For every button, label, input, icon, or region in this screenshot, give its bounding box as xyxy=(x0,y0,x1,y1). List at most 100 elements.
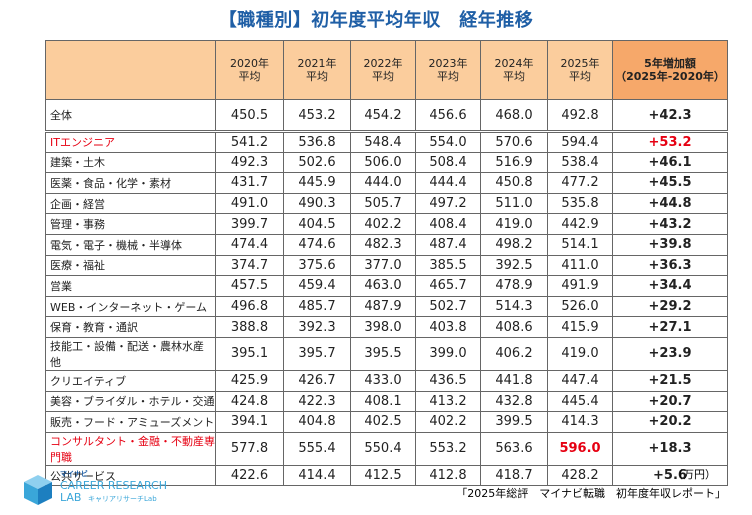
cell: 399.5 xyxy=(480,411,548,433)
cell: 447.4 xyxy=(547,369,613,392)
cell: 596.0 xyxy=(547,431,613,466)
corner xyxy=(45,40,216,100)
table-body: 全体 450.5 453.2 454.2 456.6 468.0 492.8 +42.3 ITエ… xyxy=(45,99,728,487)
row-label: 販売・フード・アミューズメント xyxy=(45,411,216,433)
cell: 445.4 xyxy=(547,390,613,413)
table-row: コンサルタント・金融・不動産専門職 577.8 555.4 550.4 553.2 563… xyxy=(45,431,728,466)
cell: 408.6 xyxy=(480,316,548,338)
logo-line2: LAB xyxy=(60,491,81,504)
logo-brand: マイナビ xyxy=(60,469,88,478)
cell: 425.9 xyxy=(215,369,284,392)
cell: 428.2 xyxy=(547,464,613,487)
row-label: 美容・ブライダル・ホテル・交通 xyxy=(45,390,216,413)
column-header-line: 平均 xyxy=(503,70,525,83)
cell: 441.8 xyxy=(480,369,548,392)
row-label: WEB・インターネット・ゲーム xyxy=(45,295,216,318)
cell: 502.7 xyxy=(415,295,481,318)
cell: 496.8 xyxy=(215,295,284,318)
salary-table: 2020年 平均 2021年 平均 2022年 平均 2023年 平均 2024年 平均 2025年… xyxy=(45,40,728,487)
table-row: 建築・土木 492.3 502.6 506.0 508.4 516.9 538.4 +46.1 xyxy=(45,151,728,174)
cell: 454.2 xyxy=(350,99,416,133)
cell: 453.2 xyxy=(283,99,351,133)
table-row: クリエイティブ 425.9 426.7 433.0 436.5 441.8 447.4 +21… xyxy=(45,369,728,392)
logo-line1: CAREER RESEARCH xyxy=(60,479,167,492)
cell: 477.2 xyxy=(547,172,613,194)
cell: 402.5 xyxy=(350,411,416,433)
cell: 418.7 xyxy=(480,464,548,487)
column-header: 5年増加額 （2025年-2020年） xyxy=(612,40,728,100)
table-row: 医薬・食品・化学・素材 431.7 445.9 444.0 444.4 450.8 477.… xyxy=(45,172,728,194)
cell: 406.2 xyxy=(480,336,548,371)
cell: 491.9 xyxy=(547,275,613,297)
cell: 487.9 xyxy=(350,295,416,318)
cell: 442.9 xyxy=(547,213,613,235)
cell: 487.4 xyxy=(415,233,481,256)
cell: 413.2 xyxy=(415,390,481,413)
cell: 548.4 xyxy=(350,131,416,153)
cell: 563.6 xyxy=(480,431,548,466)
column-header: 2025年 平均 xyxy=(547,40,613,100)
row-label: 営業 xyxy=(45,275,216,297)
cell: 505.7 xyxy=(350,192,416,215)
cell: +44.8 xyxy=(612,192,728,215)
column-header-line: 平均 xyxy=(569,70,591,83)
logo-sub: キャリアリサーチLab xyxy=(88,495,157,503)
cell: 399.7 xyxy=(215,213,284,235)
cell: +20.2 xyxy=(612,411,728,433)
column-header-line: 平均 xyxy=(238,70,261,83)
cell: 432.8 xyxy=(480,390,548,413)
cell: 555.4 xyxy=(283,431,351,466)
cell: 457.5 xyxy=(215,275,284,297)
table-row: 営業 457.5 459.4 463.0 465.7 478.9 491.9 +34.4 xyxy=(45,275,728,297)
table-row: 管理・事務 399.7 404.5 402.2 408.4 419.0 442.9 +43.2 xyxy=(45,213,728,235)
cell: 526.0 xyxy=(547,295,613,318)
cell: 516.9 xyxy=(480,151,548,174)
table-row: ITエンジニア 541.2 536.8 548.4 554.0 570.6 594.4 +53… xyxy=(45,131,728,153)
cell: 577.8 xyxy=(215,431,284,466)
cell: 553.2 xyxy=(415,431,481,466)
cell: 444.4 xyxy=(415,172,481,194)
cell: 490.3 xyxy=(283,192,351,215)
cell: 459.4 xyxy=(283,275,351,297)
cell: 485.7 xyxy=(283,295,351,318)
cell: 478.9 xyxy=(480,275,548,297)
cell: 492.3 xyxy=(215,151,284,174)
cell: 375.6 xyxy=(283,254,351,277)
cell: 508.4 xyxy=(415,151,481,174)
column-header-line: 2020年 xyxy=(230,57,269,70)
table-row: 全体 450.5 453.2 454.2 456.6 468.0 492.8 +42.3 xyxy=(45,99,728,133)
cell: +42.3 xyxy=(612,99,728,133)
table-row: 電気・電子・機械・半導体 474.4 474.6 482.3 487.4 498.2 514… xyxy=(45,233,728,256)
row-label: 医薬・食品・化学・素材 xyxy=(45,172,216,194)
cube-icon xyxy=(24,475,52,505)
cell: +18.3 xyxy=(612,431,728,466)
column-header-line: 2023年 xyxy=(428,57,468,70)
table-row: WEB・インターネット・ゲーム 496.8 485.7 487.9 502.7 514.3… xyxy=(45,295,728,318)
row-label: 公共サービス xyxy=(45,464,216,487)
cell: 538.4 xyxy=(547,151,613,174)
cell: 411.0 xyxy=(547,254,613,277)
cell: 445.9 xyxy=(283,172,351,194)
cell: 398.0 xyxy=(350,316,416,338)
cell: 536.8 xyxy=(283,131,351,153)
cell: 482.3 xyxy=(350,233,416,256)
cell: 450.5 xyxy=(215,99,284,133)
cell: 377.0 xyxy=(350,254,416,277)
source-note: 「2025年総評 マイナビ転職 初年度年収レポート」 xyxy=(456,487,726,500)
row-label: 建築・土木 xyxy=(45,151,216,174)
cell: 465.7 xyxy=(415,275,481,297)
table-row: 公共サービス 422.6 414.4 412.5 412.8 418.7 428.2 +5.6 xyxy=(45,464,728,487)
cell: +27.1 xyxy=(612,316,728,338)
cell: +39.8 xyxy=(612,233,728,256)
cell: 474.6 xyxy=(283,233,351,256)
cell: +34.4 xyxy=(612,275,728,297)
cell: 570.6 xyxy=(480,131,548,153)
column-header-line: 2024年 xyxy=(494,57,534,70)
column-header-line: 平均 xyxy=(372,70,394,83)
column-header-line: 平均 xyxy=(306,70,328,83)
cell: 514.1 xyxy=(547,233,613,256)
cell: +20.7 xyxy=(612,390,728,413)
cell: 412.5 xyxy=(350,464,416,487)
row-label: 技能工・設備・配送・農林水産 他 xyxy=(45,336,216,371)
cell: 412.8 xyxy=(415,464,481,487)
